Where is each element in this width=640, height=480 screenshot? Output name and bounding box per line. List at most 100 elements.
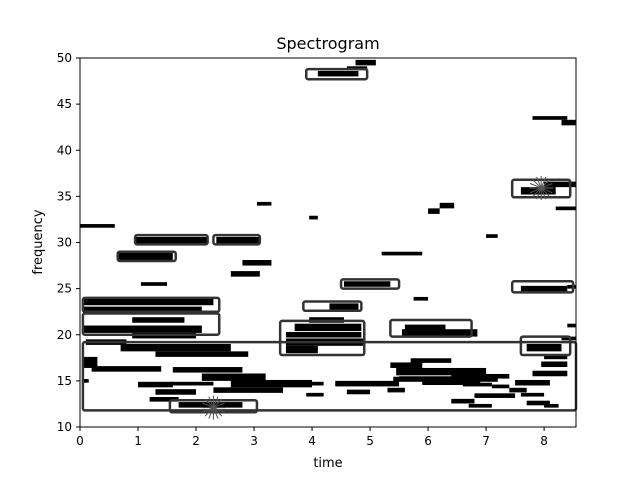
x-tick-label: 3 — [250, 434, 258, 448]
y-tick-label: 25 — [57, 282, 72, 296]
detection-box-0 — [133, 233, 209, 246]
segment-68 — [381, 251, 423, 256]
segment-64 — [567, 323, 576, 328]
segment-4 — [256, 201, 272, 206]
segment-49 — [462, 382, 492, 387]
segment-8 — [82, 297, 214, 306]
segment-26 — [149, 397, 179, 402]
chart-title: Spectrogram — [276, 34, 379, 53]
segment-17 — [91, 366, 162, 372]
segment-74 — [555, 206, 576, 211]
segment-78 — [317, 70, 359, 77]
segment-45 — [399, 376, 498, 382]
segment-46 — [422, 380, 481, 386]
x-tick-label: 1 — [134, 434, 142, 448]
segment-57 — [526, 400, 550, 406]
segment-29 — [335, 380, 400, 387]
segment-15 — [155, 351, 249, 357]
segment-6 — [230, 271, 260, 277]
segment-5 — [242, 260, 272, 266]
y-axis-label: frequency — [31, 209, 46, 275]
star-marker-0 — [201, 395, 226, 420]
y-tick-label: 30 — [57, 236, 72, 250]
y-tick-label: 35 — [57, 189, 72, 203]
segment-25 — [213, 387, 284, 393]
segment-75 — [532, 116, 568, 120]
segment-43 — [390, 362, 423, 368]
segment-41 — [404, 324, 446, 331]
segment-16 — [82, 356, 98, 368]
segment-59 — [532, 370, 568, 377]
segment-19 — [201, 373, 266, 381]
segment-60 — [541, 361, 568, 368]
detection-box-12 — [519, 335, 572, 357]
segment-80 — [355, 59, 376, 66]
detection-box-5 — [278, 319, 366, 357]
segment-44 — [396, 367, 487, 376]
x-tick-label: 5 — [366, 434, 374, 448]
segment-69 — [428, 208, 440, 214]
segment-39 — [329, 303, 359, 311]
y-tick-label: 10 — [57, 420, 72, 434]
detection-box-8 — [389, 318, 473, 338]
y-tick-label: 15 — [57, 374, 72, 388]
segment-21 — [138, 381, 173, 388]
x-tick-label: 8 — [540, 434, 548, 448]
segment-18 — [172, 367, 243, 373]
segment-77 — [309, 215, 318, 220]
x-axis-ticks: 0 1 2 3 4 5 6 7 8 — [76, 427, 548, 448]
x-tick-label: 7 — [482, 434, 490, 448]
segment-51 — [474, 393, 516, 398]
detection-box-4 — [81, 312, 221, 337]
detection-box-6 — [302, 300, 363, 313]
segment-63 — [561, 336, 576, 341]
segment-22 — [169, 381, 214, 386]
x-tick-label: 6 — [424, 434, 432, 448]
segment-53 — [468, 403, 492, 408]
x-tick-label: 2 — [192, 434, 200, 448]
detection-box-3 — [81, 296, 221, 313]
segment-47 — [410, 358, 452, 363]
segment-48 — [451, 373, 510, 379]
segment-56 — [520, 392, 545, 397]
segment-9 — [82, 306, 202, 314]
y-tick-label: 50 — [57, 51, 72, 65]
detection-box-2 — [116, 250, 177, 263]
segment-50 — [491, 384, 510, 389]
segment-66 — [567, 284, 576, 289]
segment-36 — [285, 331, 362, 338]
segment-31 — [306, 392, 324, 397]
segment-67 — [413, 296, 429, 301]
segment-65 — [520, 285, 568, 292]
segment-1 — [135, 236, 208, 245]
markers-layer — [201, 176, 554, 420]
segment-14 — [120, 343, 231, 352]
y-tick-label: 45 — [57, 97, 72, 111]
y-tick-label: 20 — [57, 328, 72, 342]
segment-3 — [117, 252, 173, 261]
segment-20 — [82, 379, 89, 383]
segment-38 — [285, 345, 318, 354]
segment-7 — [140, 282, 168, 286]
plot-area — [79, 57, 578, 428]
detection-box-11 — [510, 279, 575, 294]
segment-23 — [230, 379, 313, 388]
detection-box-7 — [339, 278, 401, 290]
segment-54 — [515, 379, 550, 386]
segment-62 — [526, 343, 562, 352]
segment-11 — [82, 325, 202, 333]
detection-box-1 — [212, 233, 262, 246]
segment-24 — [155, 389, 197, 395]
segment-33 — [387, 387, 405, 393]
segment-71 — [486, 234, 498, 238]
segment-52 — [451, 398, 475, 404]
x-tick-label: 0 — [76, 434, 84, 448]
segment-32 — [346, 389, 371, 395]
segment-61 — [544, 354, 568, 360]
x-tick-label: 4 — [308, 434, 316, 448]
segment-73 — [544, 181, 576, 188]
segment-70 — [439, 202, 455, 209]
segment-55 — [509, 387, 527, 393]
segment-40 — [343, 281, 391, 287]
